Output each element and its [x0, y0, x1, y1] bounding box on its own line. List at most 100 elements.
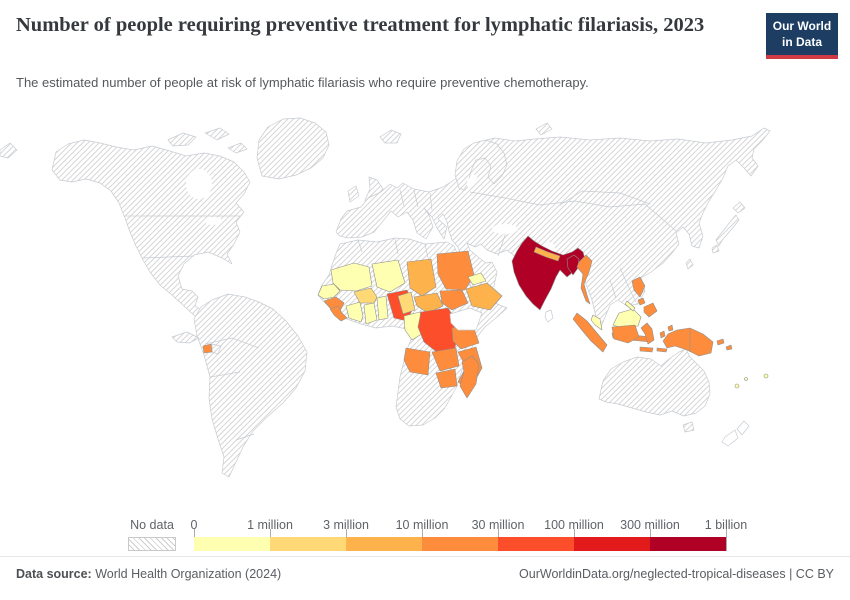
- footer-source-label: Data source:: [16, 567, 92, 581]
- map-region-australia[interactable]: [598, 348, 711, 417]
- map-region-solomon-2[interactable]: [725, 344, 733, 351]
- map-region-sudan[interactable]: [436, 250, 475, 291]
- legend-swatch-1-3m[interactable]: [270, 537, 346, 551]
- map-region-cameroon[interactable]: [397, 291, 416, 315]
- map-region-arctic-island-3[interactable]: [227, 142, 248, 154]
- legend-swatch-300m-1b[interactable]: [650, 537, 726, 551]
- map-region-borneo-north[interactable]: [612, 308, 642, 329]
- map-region-palawan[interactable]: [624, 300, 636, 312]
- legend-tick-4: 30 million: [471, 518, 525, 532]
- map-region-philippines-mindanao[interactable]: [643, 302, 658, 318]
- map-region-central-african-republic[interactable]: [413, 292, 444, 314]
- legend-tick-mark: [726, 529, 727, 551]
- map-region-solomon-1[interactable]: [716, 338, 725, 346]
- map-region-sulawesi[interactable]: [640, 322, 655, 345]
- black-sea: [492, 224, 518, 234]
- owid-logo-line2: in Data: [781, 34, 822, 49]
- map-region-madagascar[interactable]: [459, 355, 480, 399]
- map-region-philippines-visayas[interactable]: [637, 297, 646, 306]
- legend-no-data-swatch[interactable]: [128, 537, 176, 551]
- world-choropleth-map: [0, 117, 771, 478]
- map-region-vanuatu[interactable]: [744, 377, 748, 381]
- map-region-burkina-faso[interactable]: [353, 287, 378, 304]
- legend-tick-1: 1 million: [247, 518, 293, 532]
- map-region-india[interactable]: [511, 235, 586, 311]
- map-region-niger[interactable]: [371, 259, 406, 293]
- map-region-japan-kyushu[interactable]: [711, 244, 720, 254]
- footer-attribution[interactable]: OurWorldinData.org/neglected-tropical-di…: [519, 567, 834, 581]
- map-region-japan-honshu[interactable]: [715, 214, 740, 247]
- map-region-novaya-zemlya[interactable]: [535, 122, 553, 136]
- map-region-chad[interactable]: [406, 258, 437, 297]
- map-region-dominican-republic[interactable]: [211, 343, 222, 355]
- map-region-ghana[interactable]: [363, 302, 378, 325]
- legend-tick-2: 3 million: [323, 518, 369, 532]
- map-region-chukotka[interactable]: [0, 142, 18, 159]
- map-region-tasmania[interactable]: [682, 421, 695, 433]
- map-region-taiwan[interactable]: [685, 258, 694, 270]
- map-region-sri-lanka[interactable]: [544, 309, 554, 323]
- map-region-new-zealand-north[interactable]: [736, 420, 750, 436]
- map-region-eurasia[interactable]: [335, 127, 771, 328]
- legend-swatch-10-30m[interactable]: [422, 537, 498, 551]
- page-subtitle: The estimated number of people at risk o…: [16, 75, 589, 90]
- map-region-kenya-uganda[interactable]: [449, 307, 483, 331]
- map-region-scandinavia[interactable]: [454, 139, 508, 191]
- map-region-fiji[interactable]: [763, 373, 769, 379]
- map-region-iceland[interactable]: [379, 129, 402, 144]
- map-region-borneo-south[interactable]: [611, 324, 640, 344]
- footer-source: Data source: World Health Organization (…: [16, 567, 281, 581]
- owid-logo-accent-strip: [766, 55, 838, 60]
- owid-logo[interactable]: Our World in Data: [766, 13, 838, 60]
- owid-logo-line1: Our World: [772, 19, 832, 33]
- map-region-arctic-island-1[interactable]: [167, 132, 197, 147]
- map-region-senegal[interactable]: [317, 283, 341, 300]
- legend-tick-0: 0: [190, 518, 198, 532]
- map-region-japan-hokkaido[interactable]: [732, 201, 746, 214]
- map-region-sierra-leone-liberia[interactable]: [329, 305, 348, 322]
- footer-divider: [0, 556, 850, 557]
- map-region-new-zealand-south[interactable]: [721, 429, 739, 447]
- map-region-zambia[interactable]: [431, 347, 460, 372]
- map-region-greenland[interactable]: [256, 117, 330, 180]
- map-region-haiti[interactable]: [202, 343, 213, 354]
- map-region-angola[interactable]: [403, 347, 431, 376]
- legend-tick-6: 300 million: [620, 518, 680, 532]
- map-region-mali[interactable]: [330, 262, 373, 292]
- map-region-togo-benin[interactable]: [376, 295, 389, 321]
- map-region-nepal[interactable]: [533, 246, 561, 262]
- legend-color-bar: [194, 537, 726, 551]
- map-region-ireland[interactable]: [347, 185, 360, 203]
- map-region-south-america[interactable]: [193, 293, 308, 478]
- map-region-malaysia[interactable]: [590, 314, 603, 331]
- map-region-new-caledonia[interactable]: [734, 383, 740, 389]
- map-region-lesser-sunda-2[interactable]: [656, 347, 668, 353]
- legend-swatch-0-1m[interactable]: [194, 537, 270, 551]
- page-title: Number of people requiring preventive tr…: [16, 14, 705, 36]
- legend-swatch-100-300m[interactable]: [574, 537, 650, 551]
- map-region-cote-divoire[interactable]: [345, 301, 364, 323]
- map-region-arctic-island-2[interactable]: [204, 127, 230, 141]
- map-region-zimbabwe[interactable]: [435, 368, 458, 389]
- map-region-cuba[interactable]: [171, 331, 200, 344]
- map-region-maluku-2[interactable]: [667, 324, 674, 332]
- hudson-bay: [186, 169, 212, 199]
- map-region-sumatra[interactable]: [572, 312, 608, 353]
- legend-no-data-label: No data: [130, 518, 174, 532]
- map-region-south-sudan[interactable]: [439, 289, 469, 311]
- map-region-maluku-1[interactable]: [659, 330, 666, 339]
- great-lakes: [204, 217, 222, 225]
- baltic-sea: [466, 174, 478, 188]
- legend-tick-5: 100 million: [544, 518, 604, 532]
- legend-swatch-3-10m[interactable]: [346, 537, 422, 551]
- map-region-lesser-sunda-1[interactable]: [639, 346, 654, 353]
- map-region-new-guinea[interactable]: [662, 327, 714, 357]
- legend-tick-7: 1 billion: [704, 518, 748, 532]
- legend-swatch-30-100m[interactable]: [498, 537, 574, 551]
- map-region-myanmar[interactable]: [576, 254, 593, 305]
- map-region-ethiopia[interactable]: [465, 282, 503, 311]
- map-region-eritrea[interactable]: [467, 272, 487, 286]
- footer-source-value: World Health Organization (2024): [95, 567, 282, 581]
- legend-tick-3: 10 million: [395, 518, 449, 532]
- map-region-philippines-luzon[interactable]: [631, 276, 646, 298]
